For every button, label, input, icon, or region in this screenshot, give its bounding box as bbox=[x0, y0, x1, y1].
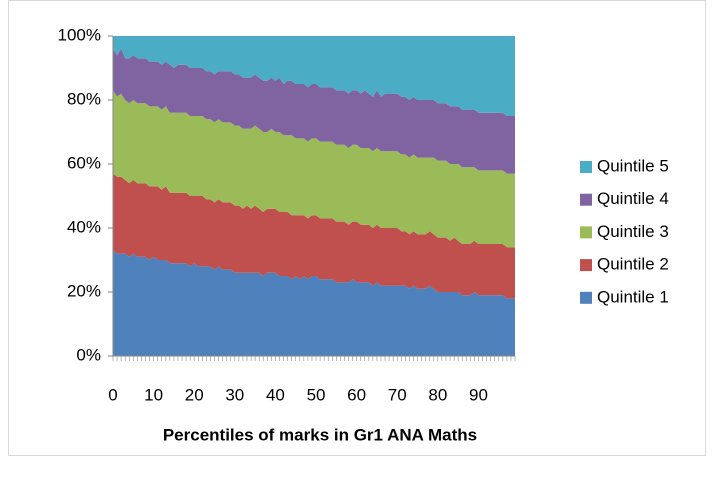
x-tick-label: 60 bbox=[347, 385, 366, 404]
y-tick-label: 20% bbox=[67, 281, 101, 300]
area bbox=[113, 90, 515, 248]
x-tick-label: 80 bbox=[428, 385, 447, 404]
legend-label: Quintile 5 bbox=[597, 156, 669, 175]
legend-swatch bbox=[580, 259, 592, 272]
area bbox=[113, 250, 515, 356]
area bbox=[113, 48, 515, 174]
x-tick-label: 0 bbox=[108, 385, 117, 404]
x-tick-label: 10 bbox=[144, 385, 163, 404]
legend-swatch bbox=[580, 291, 592, 304]
legend-label: Quintile 3 bbox=[597, 222, 669, 241]
x-tick-label: 70 bbox=[388, 385, 407, 404]
x-tick-label: 50 bbox=[307, 385, 326, 404]
legend-label: Quintile 4 bbox=[597, 189, 669, 208]
x-tick-label: 40 bbox=[266, 385, 285, 404]
area bbox=[113, 36, 515, 116]
area bbox=[113, 173, 515, 299]
y-tick-label: 80% bbox=[67, 89, 101, 108]
x-tick-label: 90 bbox=[469, 385, 488, 404]
y-tick-label: 100% bbox=[58, 25, 101, 44]
x-tick-label: 30 bbox=[225, 385, 244, 404]
x-axis-title: Percentiles of marks in Gr1 ANA Maths bbox=[163, 425, 477, 444]
legend-label: Quintile 1 bbox=[597, 287, 669, 306]
legend-swatch bbox=[580, 161, 592, 173]
y-tick-label: 0% bbox=[76, 345, 101, 364]
legend-swatch bbox=[580, 193, 592, 206]
legend-label: Quintile 2 bbox=[597, 255, 669, 274]
legend-swatch bbox=[580, 226, 592, 239]
y-tick-label: 40% bbox=[67, 217, 101, 236]
y-tick-label: 60% bbox=[67, 153, 101, 172]
x-tick-label: 20 bbox=[185, 385, 204, 404]
